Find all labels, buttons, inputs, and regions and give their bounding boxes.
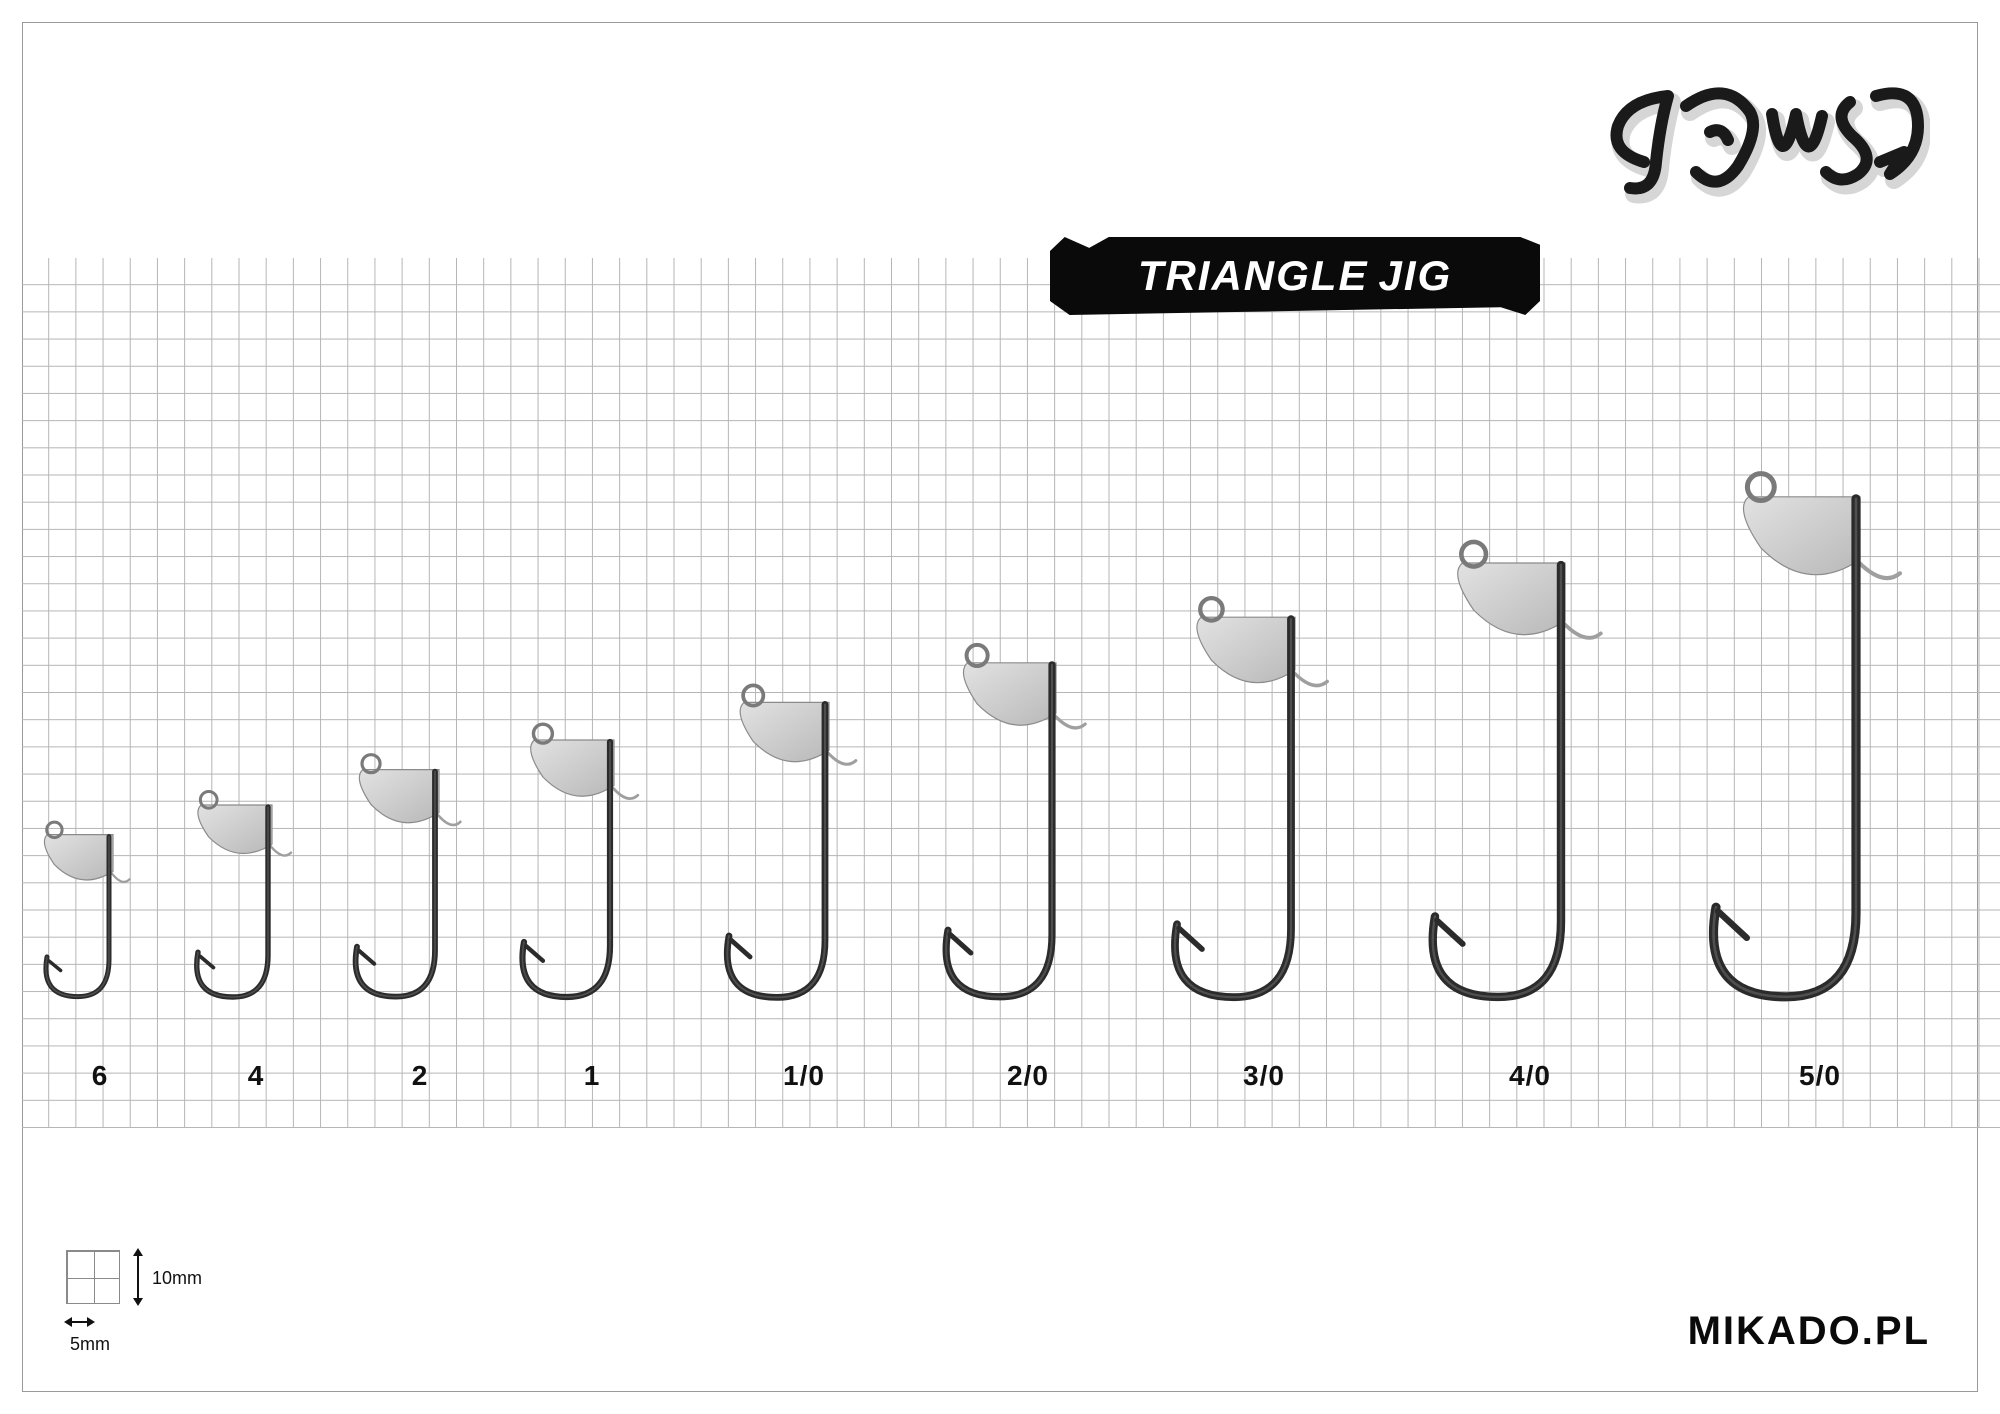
hook-size-label: 3/0 xyxy=(1243,1060,1285,1092)
hook-size-6: 6 xyxy=(39,791,160,1005)
jig-hook-icon xyxy=(39,791,160,1005)
jig-hook-icon xyxy=(940,606,1116,1005)
hook-size-2: 2 xyxy=(349,720,491,1005)
website-url: MIKADO.PL xyxy=(1688,1309,1930,1354)
hook-size-4: 4 xyxy=(190,759,322,1005)
hook-size-1: 1 xyxy=(516,688,669,1005)
brand-logo xyxy=(1600,54,1930,224)
jig-hook-icon xyxy=(1708,428,1932,1005)
hook-size-label: 4/0 xyxy=(1509,1060,1551,1092)
hook-size-label: 1/0 xyxy=(783,1060,825,1092)
jig-hook-icon xyxy=(721,648,887,1005)
jig-hook-icon xyxy=(349,720,491,1005)
product-name-accent: JIG xyxy=(1378,252,1452,300)
scale-legend: 10mm 5mm xyxy=(66,1250,266,1370)
hook-size-5-0: 5/0 xyxy=(1708,428,1932,1005)
hook-size-label: 2/0 xyxy=(1007,1060,1049,1092)
hook-size-label: 4 xyxy=(248,1060,265,1092)
hook-size-2-0: 2/0 xyxy=(940,606,1116,1005)
legend-horizontal-arrow-icon xyxy=(64,1312,95,1332)
jig-hook-icon xyxy=(1427,499,1632,1005)
legend-grid-sample xyxy=(66,1250,120,1304)
jig-hook-icon xyxy=(516,688,669,1005)
hook-size-label: 2 xyxy=(412,1060,429,1092)
product-badge: TRIANGLE JIG xyxy=(1050,237,1540,315)
hook-size-3-0: 3/0 xyxy=(1169,558,1359,1005)
hook-size-label: 1 xyxy=(584,1060,601,1092)
hook-size-label: 6 xyxy=(92,1060,109,1092)
jig-hook-icon xyxy=(1169,558,1359,1005)
hook-size-1-0: 1/0 xyxy=(721,648,887,1005)
hook-size-4-0: 4/0 xyxy=(1427,499,1632,1005)
hook-size-label: 5/0 xyxy=(1799,1060,1841,1092)
legend-horizontal-label: 5mm xyxy=(70,1334,110,1355)
legend-vertical-label: 10mm xyxy=(152,1268,202,1289)
product-name-main: TRIANGLE xyxy=(1138,252,1369,300)
jig-hook-icon xyxy=(190,759,322,1005)
legend-vertical-arrow-icon xyxy=(128,1248,148,1306)
